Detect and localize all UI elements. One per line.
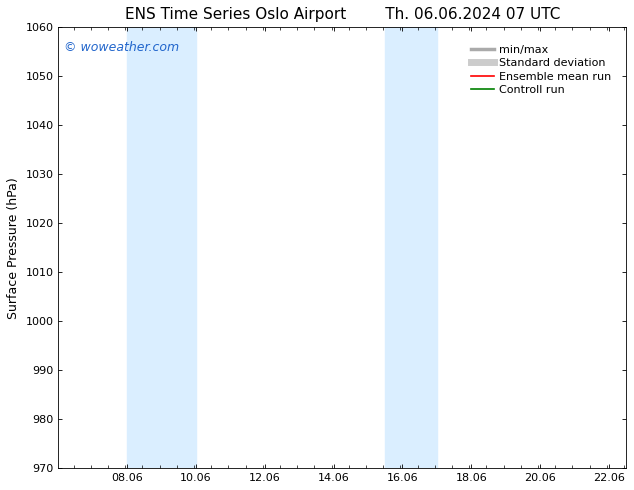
Bar	[385, 27, 403, 468]
Bar	[403, 27, 437, 468]
Bar	[127, 27, 162, 468]
Bar	[162, 27, 196, 468]
Title: ENS Time Series Oslo Airport        Th. 06.06.2024 07 UTC: ENS Time Series Oslo Airport Th. 06.06.2…	[124, 7, 560, 22]
Text: © woweather.com: © woweather.com	[64, 41, 179, 53]
Y-axis label: Surface Pressure (hPa): Surface Pressure (hPa)	[7, 177, 20, 318]
Legend: min/max, Standard deviation, Ensemble mean run, Controll run: min/max, Standard deviation, Ensemble me…	[468, 42, 615, 98]
